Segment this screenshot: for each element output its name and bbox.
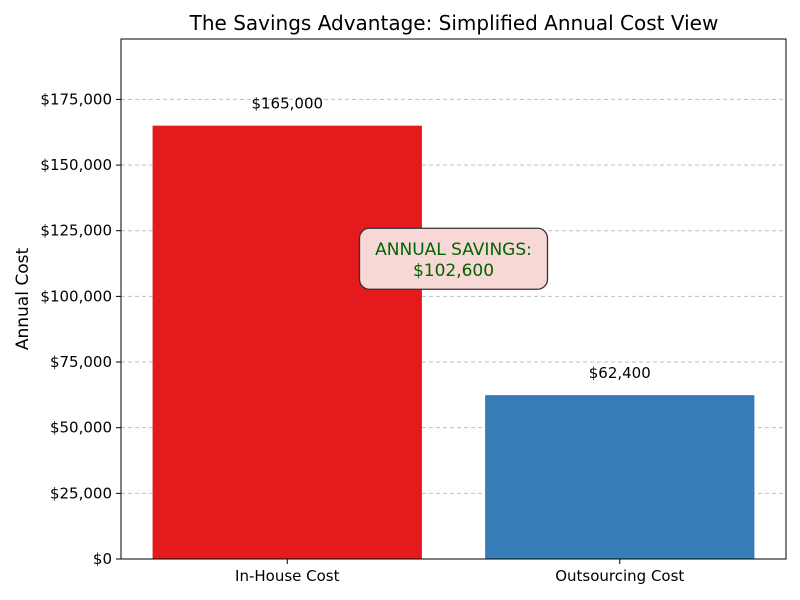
data-labels: $165,000 $62,400 xyxy=(251,95,650,382)
y-tick-label: $175,000 xyxy=(40,90,112,108)
y-tick-label: $75,000 xyxy=(50,353,112,371)
bars xyxy=(152,125,755,560)
y-axis-ticks: $0 $25,000 $50,000 $75,000 $100,000 $125,000 $… xyxy=(40,90,121,568)
y-tick-label: $50,000 xyxy=(50,419,112,437)
annotation-box xyxy=(358,227,549,290)
x-axis-ticks: In-House Cost Outsourcing Cost xyxy=(235,559,684,585)
x-tick-label: Outsourcing Cost xyxy=(555,567,684,585)
y-tick-label: $125,000 xyxy=(40,222,112,240)
annotation-amount: $102,600 xyxy=(413,261,494,281)
chart-title: The Savings Advantage: Simplified Annual… xyxy=(189,11,719,35)
bar xyxy=(485,395,755,559)
annotation-heading: ANNUAL SAVINGS: xyxy=(375,240,532,260)
y-tick-label: $100,000 xyxy=(40,287,112,305)
bar-value-label: $62,400 xyxy=(589,364,651,382)
y-tick-label: $0 xyxy=(93,550,112,568)
y-tick-label: $150,000 xyxy=(40,156,112,174)
bar xyxy=(152,125,422,560)
x-tick-label: In-House Cost xyxy=(235,567,340,585)
savings-annotation: ANNUAL SAVINGS:$102,600 xyxy=(358,227,549,290)
bar-value-label: $165,000 xyxy=(251,95,323,113)
plot-frame xyxy=(120,38,787,560)
y-tick-label: $25,000 xyxy=(50,484,112,502)
y-axis-label: Annual Cost xyxy=(13,248,33,351)
